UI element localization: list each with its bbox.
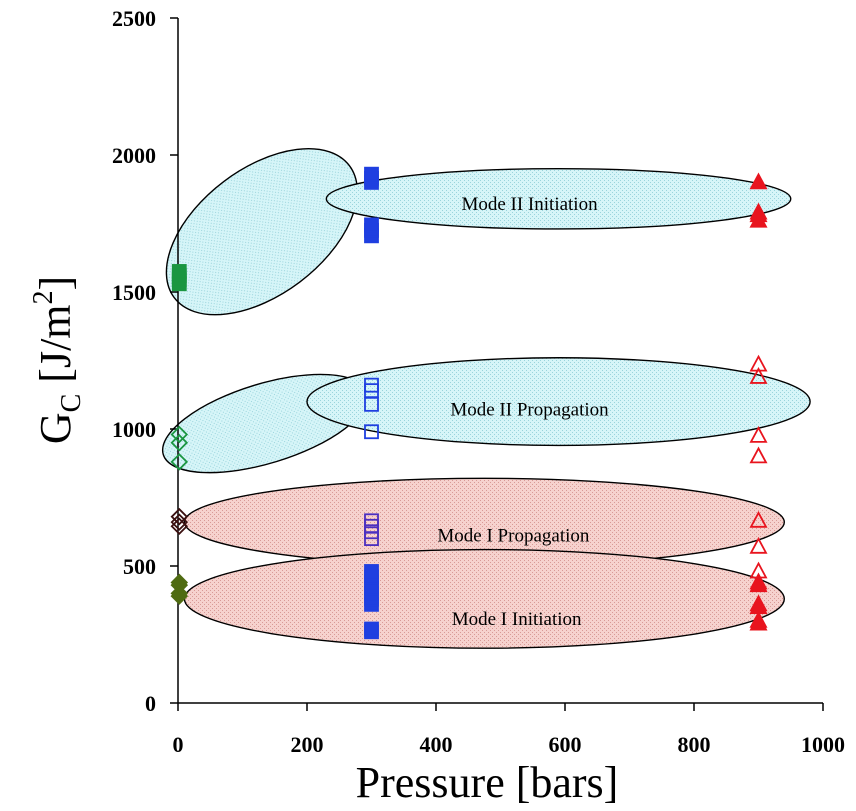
region-label-mode-ii-propagation: Mode II Propagation (450, 399, 609, 420)
x-tick-label: 400 (420, 732, 453, 757)
data-point-triangle-filled (749, 594, 768, 612)
regions-layer (161, 148, 811, 649)
data-point-triangle-open (749, 510, 768, 528)
markers-layer (170, 166, 768, 640)
region-label-mode-i-initiation: Mode I Initiation (452, 609, 582, 630)
y-tick-label: 2500 (112, 6, 156, 31)
region-label-mode-ii-initiation: Mode II Initiation (461, 194, 598, 215)
region-ellipse-mode-ii-initiation-2 (325, 167, 792, 230)
region-ellipse-mode-ii-initiation-1 (165, 148, 358, 316)
x-tick-label: 0 (173, 732, 184, 757)
x-tick-label: 800 (678, 732, 711, 757)
data-point-triangle-open (749, 446, 768, 464)
data-point-triangle-filled (749, 172, 768, 190)
data-point-square-open (364, 513, 379, 529)
x-tick-label: 200 (291, 732, 324, 757)
y-axis-title-unit-end: ] (31, 276, 80, 291)
y-tick-label: 500 (123, 554, 156, 579)
y-axis-title-unit: [J/m (31, 304, 80, 393)
y-axis-title: GC [J/m2] (28, 276, 87, 444)
x-tick-label: 1000 (801, 732, 845, 757)
data-point-square-filled (364, 166, 379, 182)
data-point-triangle-filled (749, 610, 768, 628)
data-point-diamond-open (170, 425, 189, 444)
y-tick-label: 0 (145, 691, 156, 716)
x-tick-label: 600 (549, 732, 582, 757)
data-point-square-filled (171, 264, 187, 279)
data-point-triangle-filled (749, 572, 768, 590)
data-point-square-filled (364, 217, 379, 233)
region-ellipse-mode-ii-propagation-2 (306, 357, 811, 447)
y-axis-title-main: G (31, 412, 80, 444)
y-tick-label: 2000 (112, 143, 156, 168)
y-tick-label: 1000 (112, 417, 156, 442)
data-point-triangle-filled (749, 202, 768, 220)
data-point-square-filled (364, 621, 379, 637)
data-point-diamond-open (170, 453, 189, 471)
data-point-diamond-open (170, 507, 189, 526)
region-ellipse-mode-i-initiation-1 (183, 548, 785, 649)
ticks-layer: 0 200 400 600 800 1000 0 500 1000 1500 2000 2500 (112, 6, 845, 757)
data-point-triangle-open (749, 367, 768, 384)
x-axis-title: Pressure [bars] (356, 758, 619, 807)
data-point-square-open (364, 424, 379, 440)
data-point-square-filled (364, 564, 379, 579)
y-tick-label: 1500 (112, 280, 156, 305)
region-label-mode-i-propagation: Mode I Propagation (437, 525, 589, 546)
y-axis-title-subscript: C (56, 394, 87, 413)
data-point-triangle-open (749, 354, 768, 372)
y-axis-title-superscript: 2 (28, 290, 59, 304)
data-point-diamond-filled (170, 573, 189, 592)
data-point-diamond-open (170, 433, 189, 452)
data-point-triangle-open (749, 536, 768, 554)
data-point-triangle-open (749, 425, 768, 443)
region-labels-layer: Mode II Initiation Mode II Propagation Mod… (437, 194, 609, 630)
data-point-square-open (364, 377, 379, 393)
